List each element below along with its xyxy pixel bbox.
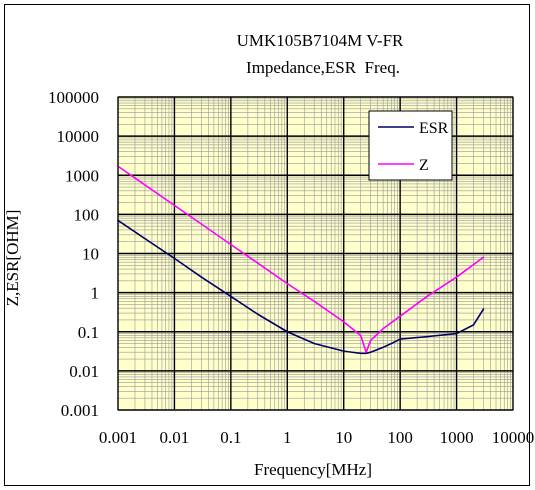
y-tick-label: 100000 bbox=[48, 88, 99, 107]
y-tick-label: 0.001 bbox=[61, 401, 99, 420]
legend-label-z: Z bbox=[419, 157, 429, 174]
x-tick-label: 0.1 bbox=[220, 428, 241, 447]
x-tick-label: 10000 bbox=[492, 428, 535, 447]
legend-box bbox=[368, 110, 453, 181]
y-tick-label: 10 bbox=[82, 245, 99, 264]
y-tick-label: 0.1 bbox=[78, 323, 99, 342]
y-tick-label: 0.01 bbox=[69, 362, 99, 381]
y-tick-label: 10000 bbox=[57, 127, 100, 146]
x-tick-label: 1 bbox=[283, 428, 292, 447]
plot-border bbox=[117, 96, 514, 411]
chart-title: UMK105B7104M V-FR bbox=[237, 31, 404, 50]
x-tick-label: 10 bbox=[335, 428, 352, 447]
legend-label-esr: ESR bbox=[419, 120, 449, 137]
series-line-z bbox=[117, 165, 485, 354]
x-axis-label: Frequency[MHz] bbox=[254, 460, 372, 479]
y-tick-label: 1000 bbox=[65, 166, 99, 185]
x-tick-label: 0.01 bbox=[160, 428, 190, 447]
legend: ESR Z bbox=[368, 110, 453, 181]
x-axis-ticks: 0.001 0.01 0.1 1 10 100 1000 10000 bbox=[99, 428, 534, 447]
series-line-esr bbox=[117, 219, 485, 355]
y-axis-ticks: 0.001 0.01 0.1 1 10 100 1000 10000 100000 bbox=[48, 88, 99, 420]
y-tick-label: 1 bbox=[91, 284, 100, 303]
y-tick-label: 100 bbox=[74, 205, 100, 224]
y-axis-label: Z,ESR[OHM] bbox=[3, 210, 22, 307]
plot-area bbox=[117, 96, 514, 411]
series-lines bbox=[117, 165, 485, 355]
x-tick-label: 100 bbox=[387, 428, 413, 447]
chart-subtitle: Impedance,ESR Freq. bbox=[246, 58, 400, 77]
x-tick-label: 1000 bbox=[440, 428, 474, 447]
x-tick-label: 0.001 bbox=[99, 428, 137, 447]
